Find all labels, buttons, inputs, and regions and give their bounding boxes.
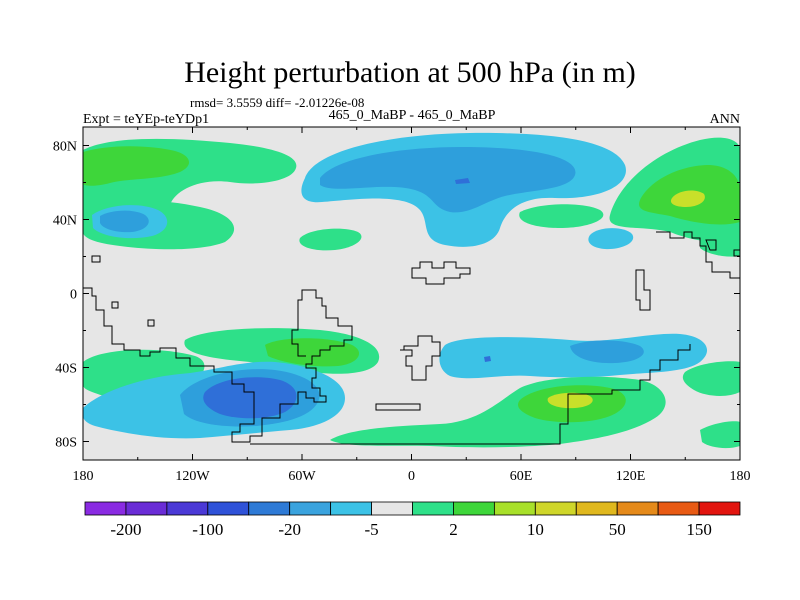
colorbar-swatch (84, 501, 127, 516)
contour-midblue-40n-west (100, 210, 149, 233)
colorbar-swatch (371, 501, 413, 516)
colorbar-swatch (412, 501, 454, 516)
colorbar-swatch (289, 501, 332, 516)
colorbar-swatch (657, 501, 700, 516)
outline-south-island (375, 403, 421, 411)
colorbar-swatch (125, 501, 168, 516)
contour-lightblue-40n-east (588, 228, 634, 250)
outline-west-islet-2 (147, 319, 155, 327)
experiment-label: Expt = teYEp-teYDp1 (83, 112, 209, 127)
outline-eurasia (411, 261, 471, 285)
outline-east-shore (705, 239, 717, 251)
contour-lightblue-south-east (439, 333, 708, 379)
y-tick-label: 80N (53, 140, 77, 155)
x-axis: 180 120W 60W 0 60E 120E 180 (73, 127, 751, 484)
colorbar-swatch (207, 501, 250, 516)
colorbar-label: -100 (192, 520, 223, 539)
contour-darkblue-north-central (455, 178, 470, 184)
contour-green-south-far-east (700, 421, 740, 449)
colorbar-swatch (248, 501, 291, 516)
contour-yellow-south-east (547, 392, 593, 409)
x-tick-label: 0 (408, 469, 415, 484)
colorbar-label: -200 (110, 520, 141, 539)
contour-darkblue-south-west (203, 377, 297, 419)
contour-midblue-south-east (570, 340, 644, 364)
chart-title: Height perturbation at 500 hPa (in m) (184, 56, 636, 89)
x-tick-label: 120W (175, 469, 210, 484)
outline-east-islet-1 (733, 249, 740, 257)
colorbar-label: 50 (609, 520, 626, 539)
y-tick-label: 40S (55, 362, 77, 377)
colorbar-swatch (534, 501, 577, 516)
colorbar-swatch (493, 501, 536, 516)
colorbar-label: 2 (449, 520, 458, 539)
colorbar-swatch (616, 501, 659, 516)
contour-bright-green-north-west (83, 146, 190, 186)
contour-darkblue-south-spot (484, 356, 491, 362)
contour-brightgreen-south-west-central (265, 338, 360, 367)
colorbar-label: 150 (686, 520, 712, 539)
y-tick-label: 40N (53, 214, 77, 229)
x-tick-label: 60W (288, 469, 316, 484)
case-label: 465_0_MaBP - 465_0_MaBP (329, 108, 496, 123)
outline-africa (400, 335, 441, 381)
colorbar (84, 501, 741, 516)
season-label: ANN (710, 112, 740, 127)
contour-yellow-north-east (670, 190, 705, 207)
stats-label: rmsd= 3.5559 diff= -2.01226e-08 (190, 95, 364, 110)
colorbar-label: 10 (527, 520, 544, 539)
colorbar-swatch (575, 501, 618, 516)
colorbar-labels: -200 -100 -20 -5 2 10 50 150 (110, 520, 711, 539)
land-outlines (83, 231, 740, 445)
y-tick-label: 80S (55, 436, 77, 451)
x-tick-label: 180 (730, 469, 751, 484)
x-tick-label: 180 (73, 469, 94, 484)
contour-green-40n-mid (519, 204, 604, 228)
outline-australia (635, 269, 651, 311)
y-tick-label: 0 (70, 288, 77, 303)
contour-green-south-east-edge (682, 361, 740, 396)
outline-west-islet-3 (91, 255, 101, 263)
colorbar-label: -20 (278, 520, 301, 539)
colorbar-swatch (698, 501, 741, 516)
colorbar-swatch (166, 501, 209, 516)
x-tick-label: 120E (616, 469, 646, 484)
colorbar-swatch (453, 501, 495, 516)
colorbar-swatch (330, 501, 372, 516)
outline-east-coast (656, 231, 740, 279)
colorbar-label: -5 (364, 520, 378, 539)
contour-green-40n-central (299, 228, 362, 251)
x-tick-label: 60E (510, 469, 533, 484)
y-axis: 80N 40N 0 40S 80S (53, 140, 740, 451)
outline-antarctic (250, 344, 691, 445)
map-field (83, 127, 740, 460)
outline-west-islet-1 (111, 301, 119, 309)
contour-midblue-north-central (320, 146, 576, 213)
outline-south-america (83, 287, 353, 443)
